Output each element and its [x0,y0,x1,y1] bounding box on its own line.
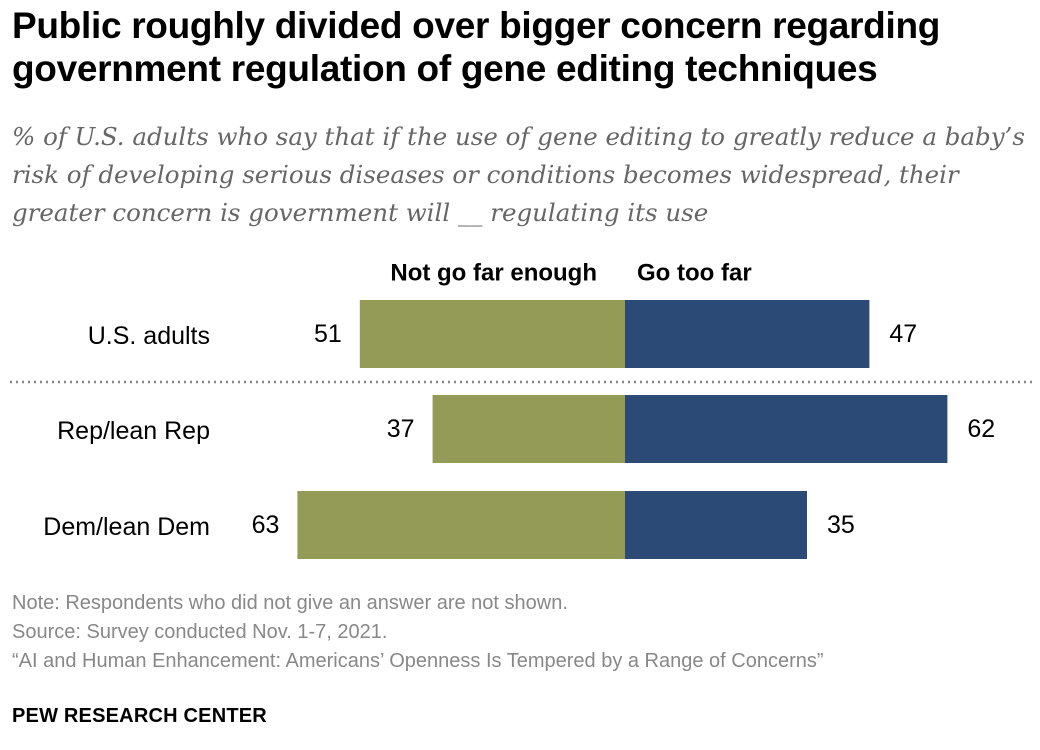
category-label: Rep/lean Rep [57,417,210,445]
data-label-not-far-enough: 63 [252,511,280,539]
report-title-text: “AI and Human Enhancement: Americans’ Op… [12,650,824,672]
legend-go-too-far: Go too far [637,260,752,287]
chart-subtitle: % of U.S. adults who say that if the use… [12,122,1025,227]
chart-title: Public roughly divided over bigger conce… [12,5,941,89]
note-text: Note: Respondents who did not give an an… [12,592,568,614]
bar-go-too-far [625,491,807,559]
category-label: Dem/lean Dem [43,513,210,541]
source-text: Source: Survey conducted Nov. 1-7, 2021. [12,621,388,643]
category-label: U.S. adults [88,322,210,350]
brand-logo-text: PEW RESEARCH CENTER [12,705,267,727]
bar-not-far-enough [432,395,625,463]
data-label-not-far-enough: 37 [387,415,415,443]
bar-not-far-enough [297,491,625,559]
legend-not-far-enough: Not go far enough [390,260,597,287]
data-label-go-too-far: 35 [827,511,855,539]
data-label-not-far-enough: 51 [314,320,342,348]
chart-footer: Note: Respondents who did not give an an… [12,589,1032,676]
data-label-go-too-far: 62 [967,415,995,443]
bar-not-far-enough [359,300,625,368]
bar-go-too-far [625,395,948,463]
data-label-go-too-far: 47 [889,320,917,348]
diverging-bar-chart: Not go far enough Go too far 51 47 U.S. adul… [10,260,1035,559]
bar-go-too-far [625,300,870,368]
